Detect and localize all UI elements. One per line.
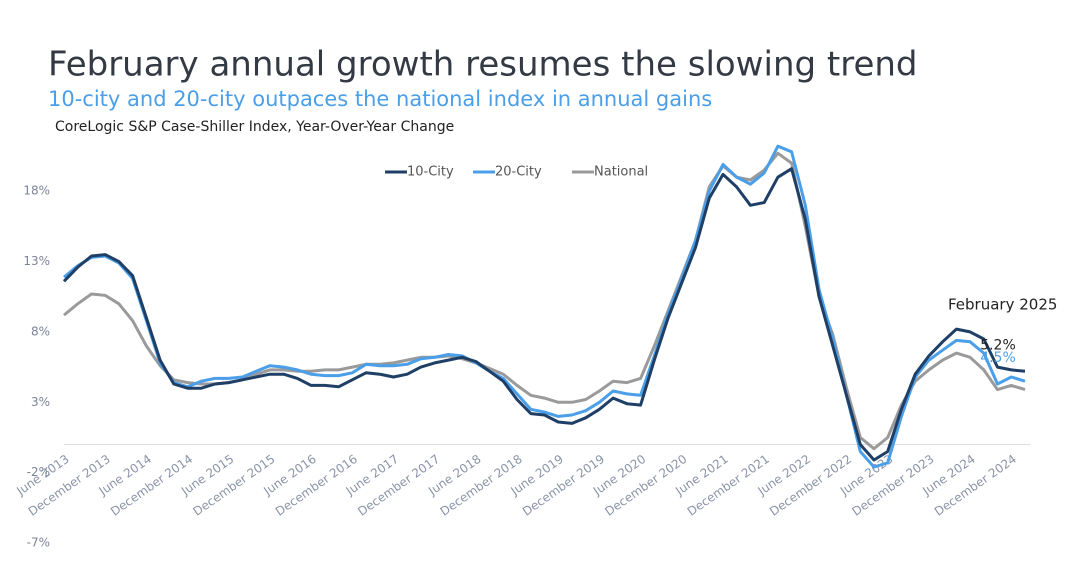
- chart-title: February annual growth resumes the slowi…: [48, 45, 918, 85]
- y-tick-label: -7%: [27, 536, 50, 550]
- y-tick-label: 18%: [23, 184, 50, 198]
- end-label: 5.2%: [980, 337, 1016, 353]
- y-tick-label: -2%: [27, 465, 50, 479]
- chart-subtitle: 10-city and 20-city outpaces the nationa…: [48, 87, 712, 111]
- legend-label: National: [594, 165, 648, 180]
- y-tick-label: 8%: [31, 324, 50, 338]
- end-label: 4.5%: [980, 350, 1016, 366]
- series-line: [62, 167, 1026, 462]
- y-tick-label: 3%: [31, 395, 50, 409]
- legend-label: 10-City: [407, 165, 454, 180]
- annotation: February 2025: [948, 296, 1057, 314]
- series-line: [63, 151, 1026, 451]
- legend-label: 20-City: [495, 165, 542, 180]
- y-tick-label: 13%: [23, 254, 50, 268]
- chart-source: CoreLogic S&P Case-Shiller Index, Year-O…: [55, 119, 454, 135]
- series-line: [63, 144, 1026, 469]
